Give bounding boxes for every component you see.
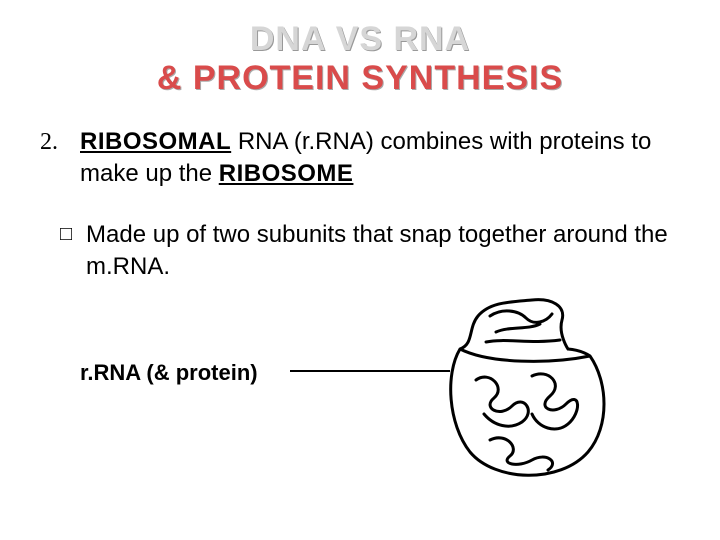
title-block: DNA VS RNA & PROTEIN SYNTHESIS: [40, 20, 680, 98]
diagram-area: r.RNA (& protein): [40, 324, 680, 504]
list-item-2: 2. RIBOSOMAL RNA (r.RNA) combines with p…: [40, 126, 680, 191]
bullet-item: □ Made up of two subunits that snap toge…: [60, 219, 680, 284]
slide: DNA VS RNA & PROTEIN SYNTHESIS 2. RIBOSO…: [0, 0, 720, 540]
bullet-lead: Made: [86, 221, 146, 248]
item-text: RIBOSOMAL RNA (r.RNA) combines with prot…: [80, 126, 680, 191]
blank-ribosome: RIBOSOME: [219, 160, 354, 187]
leader-line: [290, 370, 450, 372]
ribosome-icon: [440, 294, 610, 484]
title-line2: & PROTEIN SYNTHESIS: [40, 59, 680, 98]
bullet-square-icon: □: [60, 219, 86, 284]
item-number: 2.: [40, 126, 80, 191]
title-line1: DNA VS RNA: [40, 20, 680, 59]
body: 2. RIBOSOMAL RNA (r.RNA) combines with p…: [40, 126, 680, 504]
bullet-rest: up of two subunits that snap together ar…: [86, 221, 668, 280]
blank-ribosomal: RIBOSOMAL: [80, 128, 231, 155]
diagram-label: r.RNA (& protein): [80, 358, 258, 388]
bullet-text: Made up of two subunits that snap togeth…: [86, 219, 680, 284]
